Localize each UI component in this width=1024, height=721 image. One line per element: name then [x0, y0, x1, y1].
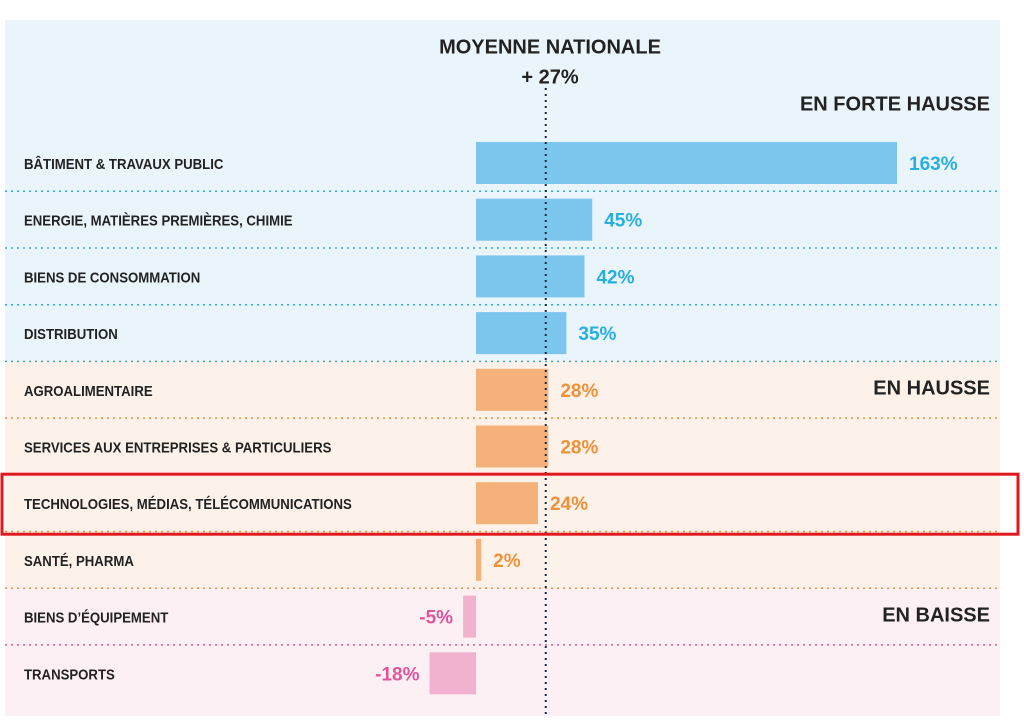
bar: [476, 538, 482, 581]
category-label: ENERGIE, MATIÈRES PREMIÈRES, CHIMIE: [24, 212, 293, 229]
bar: [476, 368, 549, 411]
category-label: BIENS D’ÉQUIPEMENT: [24, 609, 169, 626]
bar: [476, 142, 897, 184]
category-label: AGROALIMENTAIRE: [24, 382, 153, 399]
value-label: 28%: [560, 381, 598, 402]
category-label: TRANSPORTS: [24, 665, 115, 682]
group-band: [5, 588, 1000, 716]
value-label: 35%: [578, 324, 616, 345]
value-label: 42%: [596, 267, 634, 288]
bar: [476, 425, 549, 468]
bar: [476, 482, 538, 525]
group-label: EN FORTE HAUSSE: [800, 93, 990, 115]
category-label: SANTÉ, PHARMA: [24, 552, 134, 569]
category-label: TECHNOLOGIES, MÉDIAS, TÉLÉCOMMUNICATIONS: [24, 495, 352, 512]
value-label: -5%: [419, 608, 453, 629]
value-label: 2%: [493, 551, 521, 572]
reference-label: + 27%: [521, 66, 578, 88]
category-label: BIENS DE CONSOMMATION: [24, 269, 200, 286]
group-label: EN BAISSE: [882, 604, 990, 626]
category-label: DISTRIBUTION: [24, 325, 118, 342]
bar: [476, 255, 585, 298]
value-label: 24%: [550, 494, 588, 515]
bar: [463, 595, 476, 638]
value-label: -18%: [375, 664, 419, 685]
bar: [476, 312, 567, 355]
value-label: 163%: [909, 154, 958, 175]
group-label: EN HAUSSE: [873, 377, 990, 399]
bar: [429, 652, 476, 695]
value-label: 45%: [604, 211, 642, 232]
category-label: BÂTIMENT & TRAVAUX PUBLIC: [24, 154, 223, 172]
group-band: [5, 20, 1000, 360]
category-label: SERVICES AUX ENTREPRISES & PARTICULIERS: [24, 439, 331, 456]
highlight-box: [0, 472, 1020, 536]
bar: [476, 198, 593, 241]
value-label: 28%: [560, 438, 598, 459]
chart-title: MOYENNE NATIONALE: [439, 36, 661, 58]
